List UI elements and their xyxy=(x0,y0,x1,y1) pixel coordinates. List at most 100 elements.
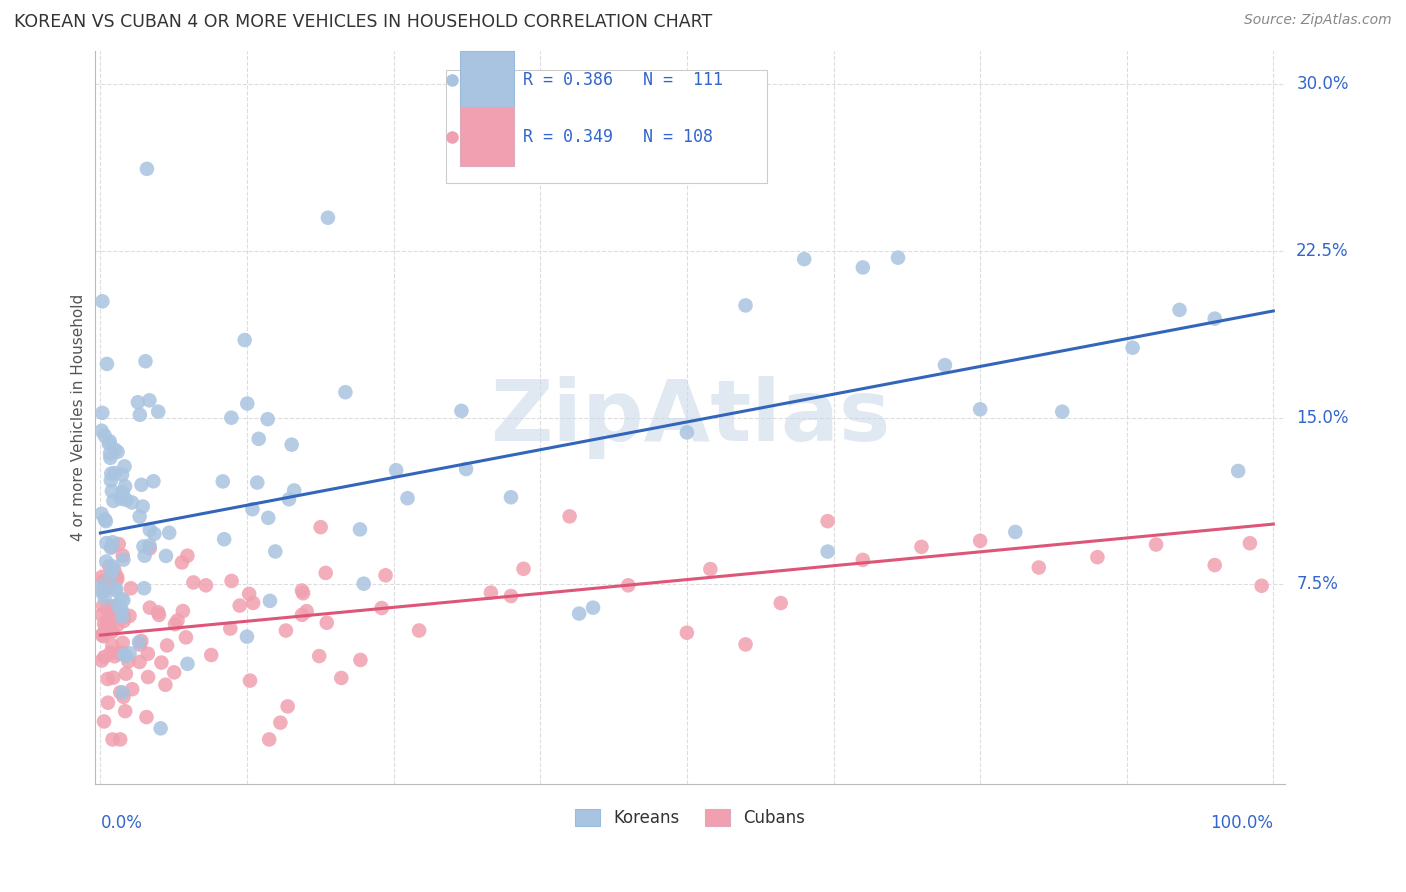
Point xyxy=(676,425,699,440)
Point xyxy=(221,574,243,588)
Point xyxy=(274,624,297,638)
Point xyxy=(617,578,640,592)
Point xyxy=(111,485,134,500)
Point xyxy=(176,657,198,671)
Point xyxy=(90,507,112,521)
Point xyxy=(278,492,301,507)
Point xyxy=(121,495,143,509)
Point xyxy=(91,294,114,309)
Point xyxy=(134,549,156,563)
Point xyxy=(100,646,122,660)
Point xyxy=(385,463,408,477)
Point xyxy=(101,624,124,639)
Point xyxy=(163,665,186,680)
Point xyxy=(91,578,114,592)
Point xyxy=(128,408,150,422)
Point xyxy=(100,541,122,555)
Point xyxy=(93,629,115,643)
Y-axis label: 4 or more Vehicles in Household: 4 or more Vehicles in Household xyxy=(72,293,86,541)
Point xyxy=(291,583,314,598)
Point xyxy=(136,670,159,684)
Point xyxy=(127,395,149,409)
Point xyxy=(91,627,114,641)
Point xyxy=(315,566,337,580)
Point xyxy=(98,450,121,465)
Point xyxy=(132,581,155,595)
Point xyxy=(211,475,233,489)
Point xyxy=(93,584,115,599)
Point xyxy=(934,358,956,372)
Point xyxy=(101,540,124,554)
Point xyxy=(111,592,134,607)
Point xyxy=(852,553,875,567)
Point xyxy=(101,535,124,549)
Point xyxy=(103,563,125,577)
Point xyxy=(135,710,157,724)
Point xyxy=(138,539,160,553)
Point xyxy=(108,610,131,624)
Point xyxy=(1087,550,1109,565)
Point xyxy=(1227,464,1250,478)
Point xyxy=(128,509,150,524)
Point xyxy=(512,562,534,576)
Point xyxy=(1204,558,1226,573)
Point xyxy=(454,462,477,476)
Point xyxy=(221,410,243,425)
Point xyxy=(97,696,120,710)
Point xyxy=(120,582,142,596)
Point xyxy=(676,625,699,640)
Point xyxy=(136,647,159,661)
Point xyxy=(316,211,339,225)
Point xyxy=(155,549,177,563)
Point xyxy=(349,653,371,667)
Text: 22.5%: 22.5% xyxy=(1296,242,1348,260)
Point xyxy=(96,555,118,569)
Point xyxy=(558,509,581,524)
Point xyxy=(96,536,118,550)
Point xyxy=(238,587,260,601)
Point xyxy=(129,638,152,652)
Point xyxy=(103,602,125,616)
Point xyxy=(118,646,141,660)
Point xyxy=(93,428,115,442)
Point xyxy=(111,685,134,699)
Point xyxy=(264,544,287,558)
Point xyxy=(94,620,117,634)
Point xyxy=(117,654,139,668)
Point xyxy=(110,603,132,617)
Point xyxy=(115,492,138,507)
Point xyxy=(228,599,250,613)
Point xyxy=(183,575,205,590)
Point xyxy=(239,673,262,688)
Point xyxy=(101,559,124,574)
Point xyxy=(94,514,117,528)
Point xyxy=(110,685,132,699)
Point xyxy=(105,618,128,632)
Point xyxy=(90,570,112,584)
FancyBboxPatch shape xyxy=(446,70,768,183)
Point xyxy=(295,604,318,618)
Point xyxy=(163,617,186,632)
Point xyxy=(93,714,115,729)
Point xyxy=(138,393,160,408)
Point xyxy=(128,655,150,669)
Point xyxy=(257,732,280,747)
Point xyxy=(174,631,197,645)
Point xyxy=(852,260,875,275)
Point xyxy=(128,635,150,649)
Point xyxy=(115,648,138,663)
Point xyxy=(112,593,135,607)
Point xyxy=(101,732,124,747)
Point xyxy=(450,404,472,418)
Point xyxy=(246,475,269,490)
Point xyxy=(315,615,337,630)
Point xyxy=(172,604,194,618)
Point xyxy=(104,442,127,457)
Point xyxy=(132,500,155,514)
Point xyxy=(156,639,179,653)
Point xyxy=(146,605,169,619)
Point xyxy=(101,638,124,652)
Point xyxy=(112,648,135,662)
Point xyxy=(166,614,188,628)
Point xyxy=(97,609,120,624)
